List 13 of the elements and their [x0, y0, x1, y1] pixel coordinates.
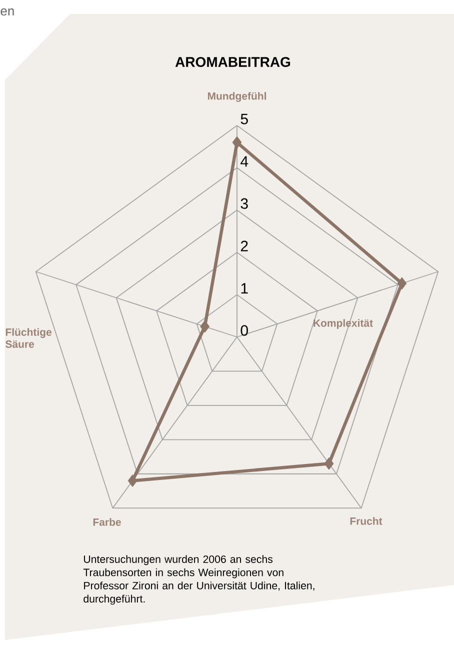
y-tick-label: 3 — [240, 198, 248, 209]
y-tick-label: 4 — [240, 156, 248, 167]
chart-title: AROMABEITRAG — [175, 57, 290, 67]
y-tick-label: 1 — [241, 283, 248, 294]
y-tick-label: 0 — [240, 325, 248, 336]
y-tick-label: 2 — [240, 240, 248, 252]
y-tick-label: 5 — [240, 114, 248, 124]
spoke-label: Flüchtige Säure — [6, 328, 52, 348]
spoke-label: Frucht — [350, 517, 382, 525]
spoke-label: Farbe — [93, 518, 121, 526]
text: Untersuchungen wurden 2006 an sechs Traubensorten in sechs Weinregionen von Professor Zironi an der Universität Udine, Italien, durchgeführt. — [83, 555, 314, 605]
text: en — [0, 8, 14, 16]
spoke-label: Mundgefühl — [208, 92, 266, 102]
